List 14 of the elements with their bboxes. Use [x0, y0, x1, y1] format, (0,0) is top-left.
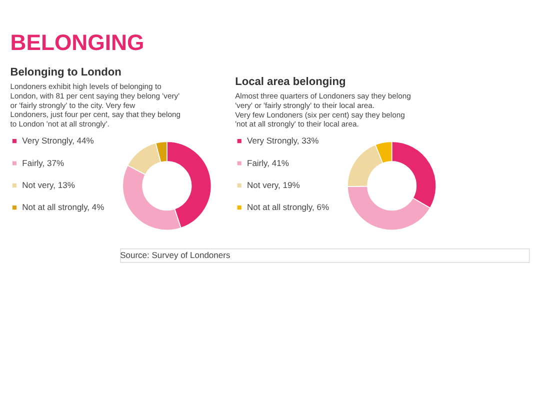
legend-label: Not at all strongly, 6%	[247, 202, 330, 212]
chart-subtitle: Almost three quarters of Londoners say they belong 'very' or 'fairly strongly' to their local area. Very few Londoners (six per cent) say they belong 'not at all strongly' to their local area.	[235, 92, 411, 129]
text: BELONGING	[10, 30, 144, 55]
chart-subtitle: Londoners exhibit high levels of belonging to London, with 81 per cent saying they belong 'very' or 'fairly strongly' to the city. Very few Londoners, just four per cent, say that they belong to London 'not at all strongly'.	[10, 82, 180, 129]
chart-title: Local area belonging	[235, 76, 346, 88]
legend-label: Not very, 19%	[247, 180, 300, 190]
chart-title: Belonging to London	[10, 66, 122, 79]
legend-label: Fairly, 41%	[247, 158, 290, 168]
legend-label: Not very, 13%	[22, 180, 76, 190]
legend-label: Very Strongly, 33%	[247, 136, 320, 146]
legend-label: Fairly, 37%	[22, 158, 64, 168]
legend-label: Not at all strongly, 4%	[22, 202, 105, 212]
legend-label: Very Strongly, 44%	[22, 136, 94, 146]
source-note: Source: Survey of Londoners	[120, 250, 230, 260]
